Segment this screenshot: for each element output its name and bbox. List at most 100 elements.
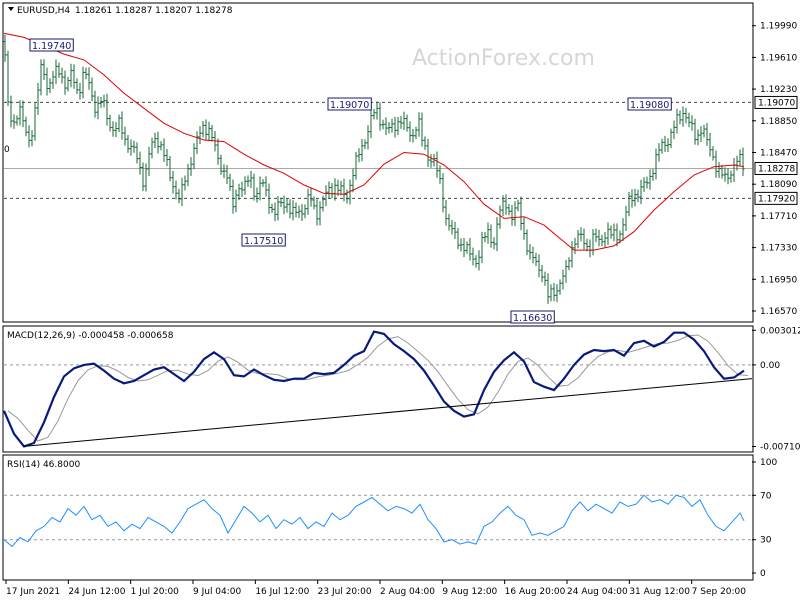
price-bar bbox=[27, 125, 31, 148]
price-bar bbox=[129, 139, 133, 156]
price-bar bbox=[672, 120, 676, 140]
price-bar bbox=[630, 189, 634, 208]
price-bar bbox=[300, 204, 304, 221]
price-annotations: 1.19740 1.17510 1.19070 1.16630 1.19080 bbox=[29, 38, 672, 324]
y-tick-label: 1.19610 bbox=[760, 53, 797, 63]
price-bar bbox=[312, 196, 316, 210]
x-tick-label: 9 Jul 04:00 bbox=[193, 587, 242, 597]
price-bar bbox=[450, 219, 454, 235]
price-annotation: 1.19740 bbox=[29, 38, 74, 52]
price-bar bbox=[558, 279, 562, 295]
price-bar bbox=[471, 247, 475, 266]
price-candles bbox=[3, 34, 745, 304]
price-bar bbox=[351, 168, 355, 193]
price-bar bbox=[663, 135, 667, 152]
price-bar bbox=[345, 189, 349, 204]
price-bar bbox=[318, 201, 322, 226]
price-bar bbox=[51, 71, 55, 89]
price-bar bbox=[687, 112, 691, 128]
price-bar bbox=[645, 176, 649, 189]
price-bar bbox=[582, 228, 586, 250]
price-bar bbox=[354, 151, 358, 180]
price-bar bbox=[444, 200, 448, 226]
x-tick-label: 9 Aug 12:00 bbox=[442, 587, 497, 597]
price-bar bbox=[99, 96, 103, 108]
price-bar bbox=[279, 197, 283, 208]
rsi-title: RSI(14) 46.8000 bbox=[7, 460, 80, 470]
price-bar bbox=[3, 34, 7, 62]
y-tick-label: 30 bbox=[760, 536, 772, 546]
dropdown-triangle-icon[interactable] bbox=[8, 7, 14, 11]
price-bar bbox=[159, 141, 163, 151]
price-marker-label: 1.19070 bbox=[758, 98, 795, 108]
y-tick-label: 1.17710 bbox=[760, 212, 797, 222]
price-bar bbox=[363, 139, 367, 150]
price-bar bbox=[474, 255, 478, 268]
x-tick-label: 16 Aug 20:00 bbox=[505, 587, 566, 597]
price-bar bbox=[537, 254, 541, 278]
price-bar bbox=[144, 163, 148, 192]
x-axis: 17 Jun 2021 24 Jun 12:00 1 Jul 20:00 9 Jul … bbox=[5, 580, 746, 597]
rsi-line bbox=[3, 494, 745, 548]
price-bar bbox=[192, 143, 196, 170]
price-bar bbox=[6, 50, 10, 106]
price-annotation: 1.16630 bbox=[510, 310, 555, 324]
price-bar bbox=[180, 177, 184, 206]
price-bar bbox=[423, 136, 427, 150]
price-bar bbox=[18, 100, 22, 126]
y-tick-label: 1.18850 bbox=[760, 117, 797, 127]
price-bar bbox=[522, 217, 526, 240]
price-bar bbox=[468, 238, 472, 261]
price-marker: 1.17920 bbox=[754, 191, 798, 205]
price-bar bbox=[60, 67, 64, 84]
price-bar bbox=[174, 180, 178, 200]
price-bar bbox=[681, 106, 685, 127]
price-levels bbox=[4, 101, 752, 199]
price-bar bbox=[177, 188, 181, 204]
price-bar bbox=[297, 205, 301, 219]
rsi-group bbox=[3, 494, 752, 548]
y-tick-label: 70 bbox=[760, 491, 772, 501]
price-bar bbox=[711, 146, 715, 161]
y-tick-label: 1.19230 bbox=[760, 85, 797, 95]
price-bar bbox=[669, 128, 673, 149]
price-bar bbox=[621, 218, 625, 241]
annotation-box bbox=[327, 97, 372, 111]
price-bar bbox=[198, 126, 202, 144]
x-tick-label: 31 Aug 12:00 bbox=[629, 587, 690, 597]
price-bar bbox=[93, 90, 97, 118]
price-marker-box bbox=[754, 162, 798, 176]
price-bar bbox=[693, 118, 697, 145]
macd-group bbox=[2, 330, 753, 448]
left-edge-label: 0 bbox=[4, 145, 10, 155]
price-bar bbox=[240, 181, 244, 197]
price-bar bbox=[231, 179, 235, 214]
price-bar bbox=[255, 187, 259, 203]
price-bar bbox=[555, 283, 559, 303]
price-bar bbox=[12, 114, 16, 129]
annotation-box bbox=[627, 97, 672, 111]
price-bar bbox=[534, 252, 538, 267]
price-marker: 1.18278 bbox=[754, 162, 798, 176]
price-bar bbox=[246, 175, 250, 187]
price-bar bbox=[120, 111, 124, 140]
price-bar bbox=[540, 264, 544, 283]
price-bar bbox=[264, 176, 268, 197]
price-bar bbox=[186, 163, 190, 187]
price-marker-label: 1.17920 bbox=[758, 194, 795, 204]
price-bar bbox=[234, 189, 238, 213]
price-bar bbox=[183, 175, 187, 191]
y-tick-label: 1.18470 bbox=[760, 148, 797, 158]
price-panel-frame bbox=[2, 2, 754, 323]
price-bar bbox=[729, 170, 733, 183]
price-bar bbox=[642, 177, 646, 192]
price-bar bbox=[108, 114, 112, 132]
price-bar bbox=[294, 202, 298, 218]
price-bar bbox=[552, 282, 556, 302]
price-bar bbox=[699, 126, 703, 143]
price-bar bbox=[546, 273, 550, 304]
x-tick-label: 24 Aug 04:00 bbox=[567, 587, 628, 597]
price-bar bbox=[717, 162, 721, 178]
price-bar bbox=[390, 118, 394, 133]
price-bar bbox=[288, 199, 292, 219]
